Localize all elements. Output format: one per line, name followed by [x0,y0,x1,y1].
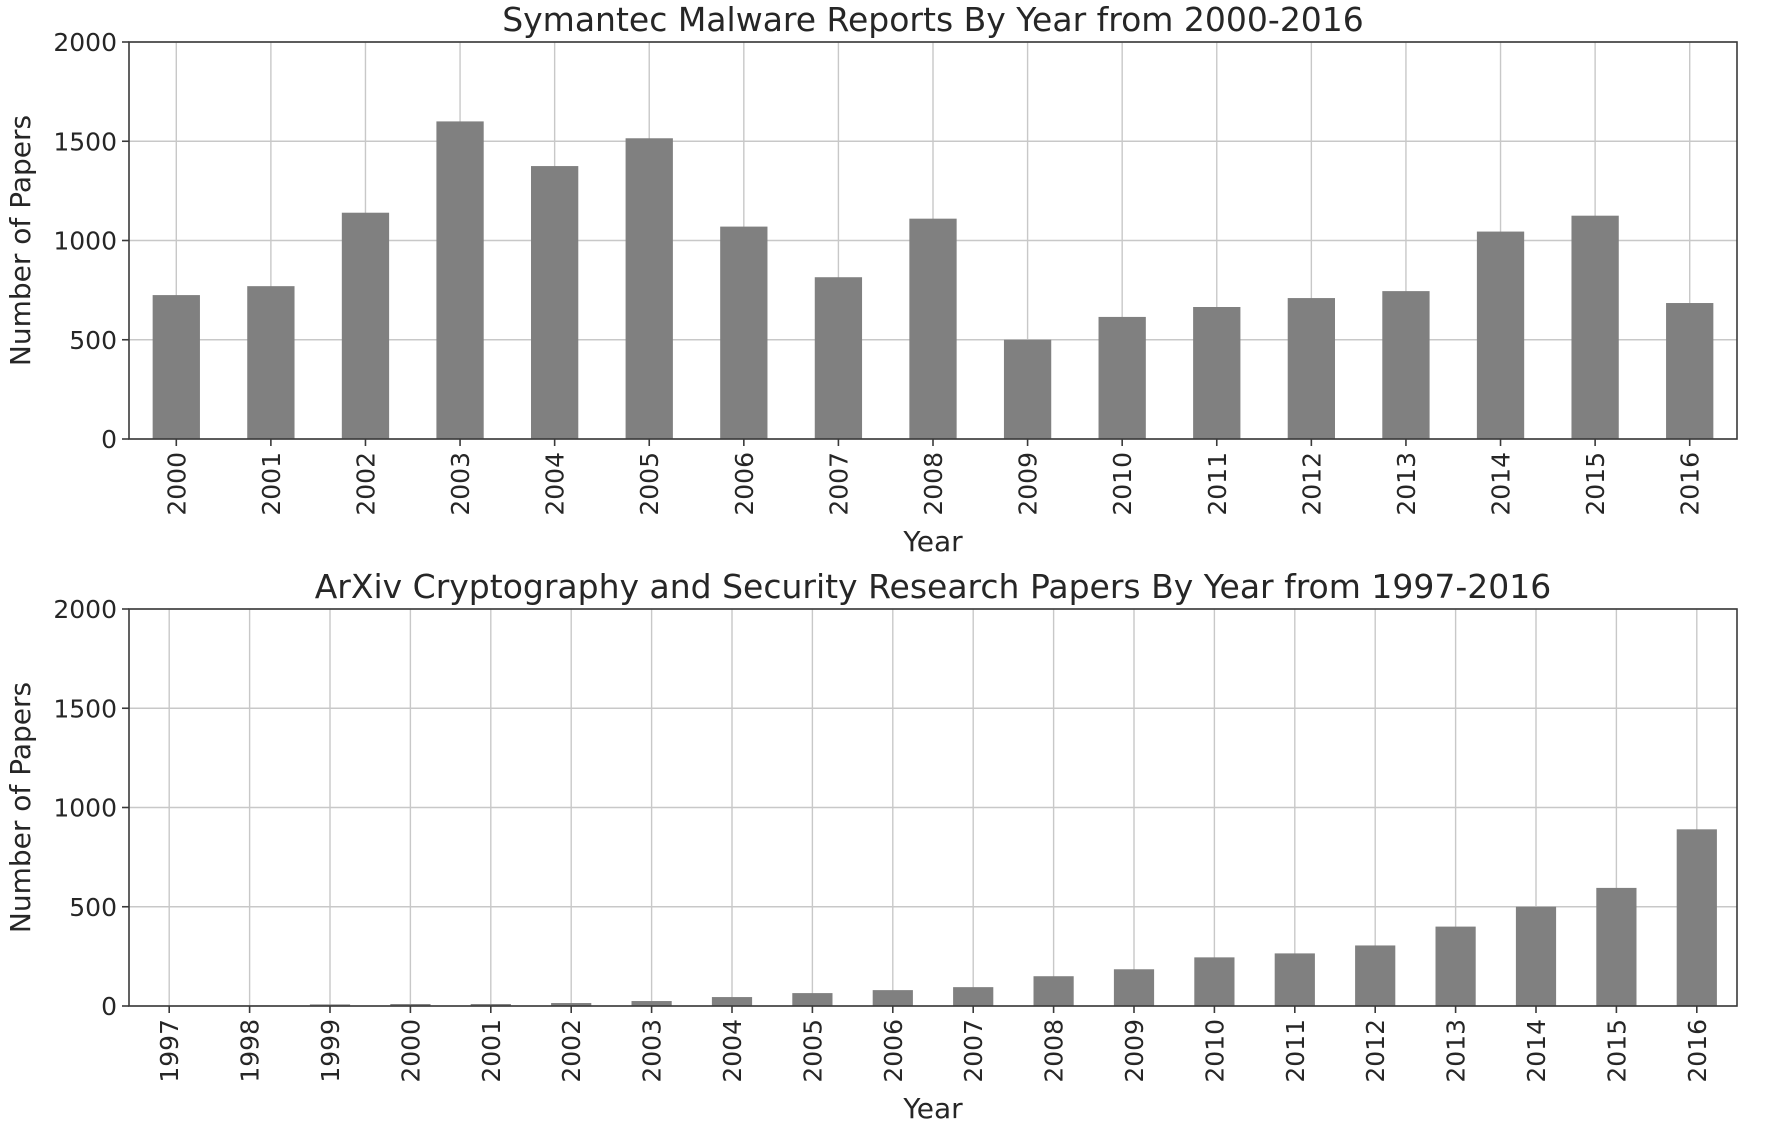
x-tick-label: 2005 [635,452,664,516]
x-tick-label: 2001 [477,1019,506,1083]
x-tick-label: 2007 [824,452,853,516]
bar-2007 [953,987,994,1006]
y-tick-label: 0 [101,425,117,454]
chart-title: Symantec Malware Reports By Year from 20… [502,0,1364,39]
y-tick-label: 2000 [53,28,117,57]
y-tick-label: 1500 [53,694,117,723]
y-tick-label: 1000 [53,794,117,823]
x-tick-label: 2006 [730,452,759,516]
bar-2006 [872,990,913,1006]
x-tick-label: 2003 [446,452,475,516]
bar-2007 [814,277,863,439]
bar-2013 [1382,291,1430,439]
y-tick-label: 0 [101,992,117,1021]
y-tick-label: 500 [69,893,117,922]
x-tick-label: 2011 [1281,1019,1310,1083]
x-tick-label: 2010 [1108,452,1137,516]
x-tick-label: 2013 [1442,1019,1471,1083]
y-tick-label: 1500 [53,127,117,156]
chart-title: ArXiv Cryptography and Security Research… [315,567,1552,606]
x-tick-label: 2005 [798,1019,827,1083]
x-tick-label: 2012 [1297,452,1326,516]
bar-2001 [470,1004,511,1006]
x-tick-label: 2009 [1014,452,1043,516]
x-tick-label: 2016 [1683,1019,1712,1083]
x-tick-label: 2008 [1040,1019,1069,1083]
x-tick-label: 2004 [541,452,570,516]
bar-2012 [1287,298,1335,439]
bar-2016 [1676,829,1717,1006]
bar-2001 [247,286,295,439]
bar-2008 [1033,976,1074,1006]
bar-2012 [1355,945,1396,1006]
x-tick-label: 2002 [351,452,380,516]
x-tick-label: 2014 [1487,452,1516,516]
bar-2015 [1571,215,1619,439]
x-tick-label: 2014 [1522,1019,1551,1083]
bar-2010 [1194,957,1235,1006]
bar-2009 [1003,339,1052,439]
x-tick-label: 2011 [1203,452,1232,516]
x-tick-label: 2006 [879,1019,908,1083]
bar-2002 [551,1003,592,1006]
bar-2015 [1596,887,1637,1006]
y-axis-label: Number of Papers [4,682,37,933]
x-tick-label: 2009 [1120,1019,1149,1083]
bar-2008 [909,218,957,439]
x-tick-label: 2004 [718,1019,747,1083]
x-tick-label: 1999 [316,1019,345,1083]
bar-2005 [625,138,673,439]
x-tick-label: 2015 [1581,452,1610,516]
x-tick-label: 1997 [155,1019,184,1083]
bar-2011 [1193,306,1241,439]
x-tick-label: 2001 [257,452,286,516]
x-axis-label: Year [902,525,963,558]
bar-2014 [1515,906,1557,1006]
x-axis-label: Year [902,1092,963,1125]
x-tick-label: 2016 [1676,452,1705,516]
y-axis-label: Number of Papers [4,115,37,366]
x-tick-label: 2002 [557,1019,586,1083]
y-tick-label: 500 [69,326,117,355]
bar-2010 [1098,316,1146,439]
x-tick-label: 2010 [1200,1019,1229,1083]
bar-2013 [1435,926,1476,1006]
x-tick-label: 2013 [1392,452,1421,516]
bar-2002 [341,212,390,439]
x-tick-label: 2008 [919,452,948,516]
bar-2006 [720,226,768,439]
x-tick-label: 2015 [1602,1019,1631,1083]
bar-2014 [1476,231,1525,439]
y-tick-label: 1000 [53,227,117,256]
x-tick-label: 2007 [959,1019,988,1083]
y-tick-label: 2000 [53,595,117,624]
bar-2005 [792,993,833,1006]
bar-2003 [631,1001,672,1006]
bar-2004 [711,997,753,1006]
bar-2000 [152,295,200,439]
x-tick-label: 2012 [1361,1019,1390,1083]
x-tick-label: 2000 [162,452,191,516]
bar-2003 [436,121,484,440]
bar-2000 [390,1004,431,1006]
x-tick-label: 2003 [638,1019,667,1083]
chart-symantec-malware-reports: 0 500 1000 1500 2000 2000 2001 2002 2003 2004 2005… [4,0,1738,558]
chart-arxiv-crypto-papers: 0 500 1000 1500 2000 1997 1998 1999 2000 2001 2002… [4,567,1738,1125]
bar-2011 [1274,953,1315,1006]
bar-2016 [1666,303,1714,439]
bar-2009 [1113,969,1155,1006]
x-tick-label: 1998 [236,1019,265,1083]
x-tick-label: 2000 [396,1019,425,1083]
bar-2004 [531,166,579,439]
